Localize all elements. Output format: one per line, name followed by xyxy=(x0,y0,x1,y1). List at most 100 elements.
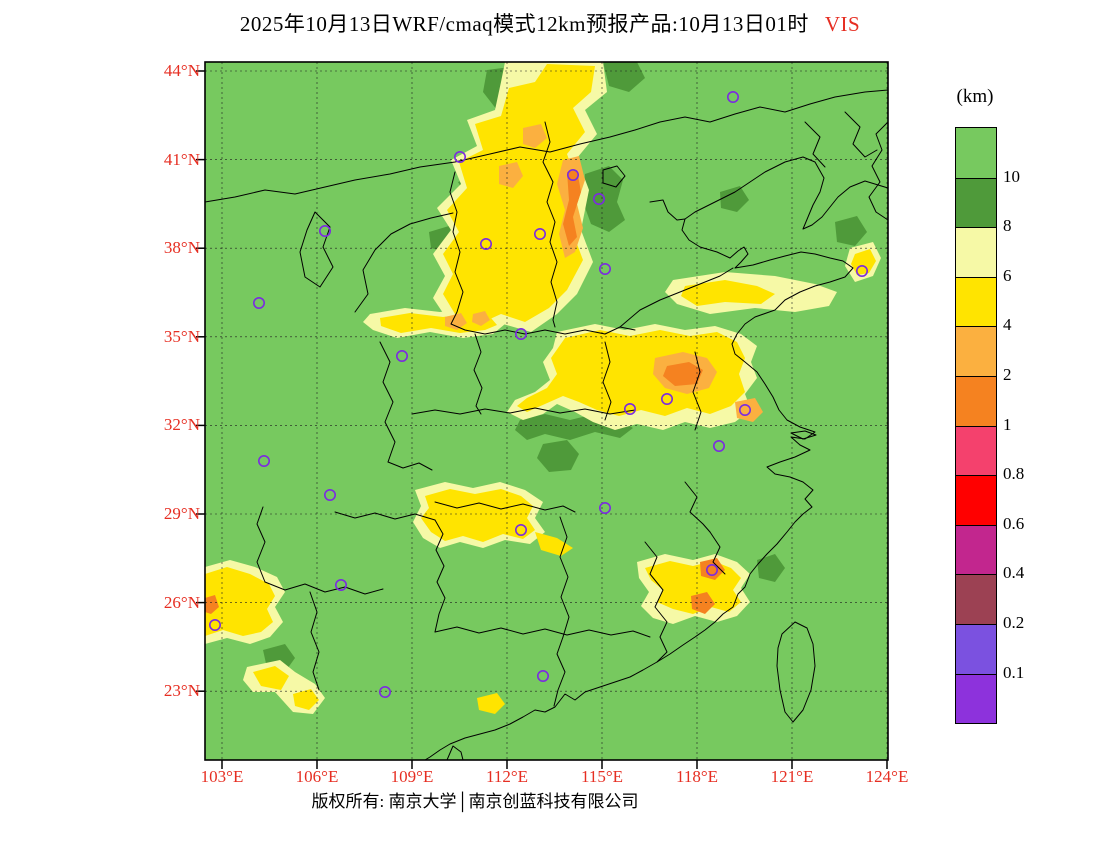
station-marker xyxy=(209,618,221,631)
visibility-patch-orange xyxy=(205,595,219,614)
colorbar-tick-label: 2 xyxy=(1003,365,1012,384)
visibility-patch-yellow xyxy=(535,532,573,556)
colorbar-tick-label: 0.1 xyxy=(1003,662,1025,682)
station-marker xyxy=(623,402,636,415)
station-marker xyxy=(514,327,527,340)
boundary-line xyxy=(334,511,436,521)
visibility-patch-yellow xyxy=(205,567,275,636)
boundary-line xyxy=(446,745,464,761)
visibility-patch-yellow xyxy=(253,666,289,690)
colorbar-tick-label: 0.2 xyxy=(1003,613,1025,632)
title-text: 2025年10月13日WRF/cmaq模式12km预报产品:10月13日01时 xyxy=(239,12,809,36)
colorbar-tick-label: 8 xyxy=(1003,216,1012,236)
visibility-patch-dark_green xyxy=(720,186,749,212)
station-marker xyxy=(335,578,348,591)
visibility-patch-amber xyxy=(523,124,547,148)
colorbar-tick-label: 6 xyxy=(1003,265,1012,285)
visibility-patch-amber xyxy=(472,311,490,326)
lon-tick-label: 121°E xyxy=(770,767,814,786)
visibility-patch-yellow xyxy=(443,64,595,324)
boundary-line xyxy=(434,501,576,513)
station-marker xyxy=(324,488,337,501)
boundary-line xyxy=(542,121,558,328)
lat-tick-label: 29°N xyxy=(163,504,200,523)
visibility-patch-amber xyxy=(445,313,467,330)
visibility-patch-orange xyxy=(563,170,581,246)
colorbar-segment xyxy=(956,425,996,476)
station-marker xyxy=(855,265,868,278)
colorbar-segment xyxy=(956,623,996,674)
colorbar-tick-label: 0.4 xyxy=(1003,563,1025,583)
copyright-footer: 版权所有: 南京大学│南京创蓝科技有限公司 xyxy=(311,792,639,811)
boundary-line xyxy=(804,121,826,168)
lon-tick-label: 103°E xyxy=(200,767,244,786)
visibility-patch-yellow xyxy=(477,693,505,714)
station-marker xyxy=(536,669,549,682)
colorbar-segment xyxy=(956,276,996,327)
map-plot-area xyxy=(196,61,889,769)
page-title: 2025年10月13日WRF/cmaq模式12km预报产品:10月13日01时 V… xyxy=(0,8,1100,38)
station-marker xyxy=(257,454,270,467)
boundary-line xyxy=(602,341,612,421)
boundary-line xyxy=(844,111,878,158)
visibility-patch-yellow xyxy=(421,489,535,542)
colorbar-segment xyxy=(956,524,996,575)
visibility-patch-dark_green xyxy=(537,440,579,472)
station-marker xyxy=(533,228,546,241)
boundary-line xyxy=(434,626,651,638)
visibility-patch-orange xyxy=(663,362,703,386)
colorbar-tick-label: 10 xyxy=(1003,166,1020,186)
boundary-line xyxy=(424,156,889,761)
colorbar-segments xyxy=(955,127,997,725)
station-marker xyxy=(726,90,739,103)
boundary-line xyxy=(553,636,566,707)
station-marker xyxy=(319,225,332,238)
lat-tick-label: 35°N xyxy=(163,326,200,346)
visibility-patch-amber xyxy=(735,398,763,422)
colorbar-tick-label: 0.6 xyxy=(1003,513,1025,533)
visibility-patch-orange xyxy=(700,558,725,580)
boundary-line xyxy=(559,516,570,638)
station-marker xyxy=(705,563,718,576)
boundary-line xyxy=(692,351,702,431)
lat-tick-label: 23°N xyxy=(163,681,200,701)
boundary-line xyxy=(411,407,636,415)
boundary-line xyxy=(387,461,433,471)
lon-tick-label: 115°E xyxy=(580,767,624,786)
boundary-line xyxy=(776,621,816,723)
colorbar-segment xyxy=(956,574,996,624)
colorbar-unit-label: (km) xyxy=(956,86,994,107)
lat-tick-label: 26°N xyxy=(163,592,200,612)
boundary-line xyxy=(204,89,889,203)
station-marker xyxy=(514,523,527,536)
boundary-line xyxy=(649,199,686,221)
colorbar-tick-label: 0.8 xyxy=(1003,464,1025,484)
visibility-patch-dark_green xyxy=(757,554,785,582)
boundary-line xyxy=(656,636,668,663)
station-marker xyxy=(592,193,605,206)
boundary-line xyxy=(619,267,734,328)
boundary-line xyxy=(790,430,817,440)
station-marker xyxy=(660,392,673,405)
lon-tick-label: 109°E xyxy=(390,767,434,786)
colorbar-segment xyxy=(956,177,996,228)
boundary-line xyxy=(379,341,396,463)
station-marker xyxy=(738,403,751,416)
station-marker xyxy=(598,501,611,514)
colorbar-tick-label: 4 xyxy=(1003,315,1012,335)
colorbar-segment xyxy=(956,326,996,376)
boundary-line xyxy=(449,171,636,335)
station-marker xyxy=(379,685,392,698)
boundary-line xyxy=(709,531,726,575)
lon-tick-label: 106°E xyxy=(295,767,339,786)
colorbar-segment xyxy=(956,227,996,277)
station-marker xyxy=(479,238,492,251)
visibility-patch-yellow xyxy=(517,330,745,416)
colorbar-segment xyxy=(956,673,996,724)
boundary-line xyxy=(256,506,266,583)
visibility-patch-yellow xyxy=(293,689,319,710)
lat-tick-label: 41°N xyxy=(163,149,200,169)
boundary-line xyxy=(299,211,334,288)
boundary-line xyxy=(309,591,320,691)
